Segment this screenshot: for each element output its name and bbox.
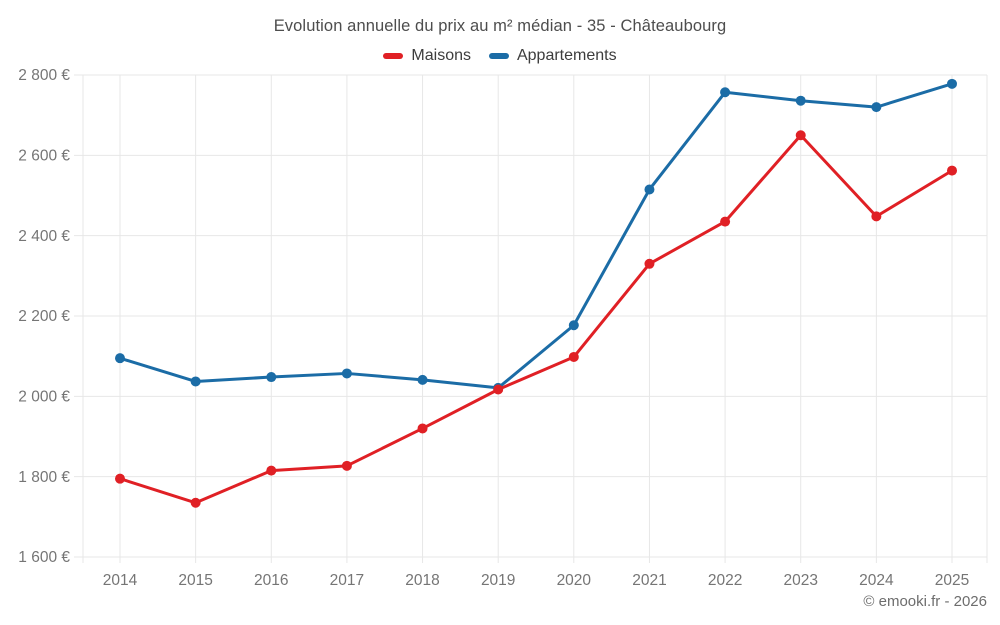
appartements-legend-marker (488, 53, 509, 59)
y-axis-label: 2 000 € (18, 389, 70, 406)
copyright-text: © emooki.fr - 2026 (863, 593, 987, 610)
data-point (190, 376, 201, 387)
y-axis-label: 2 600 € (18, 148, 70, 165)
y-axis-label: 1 600 € (18, 549, 70, 566)
x-axis-label: 2025 (935, 572, 969, 589)
series-appartements (115, 78, 957, 393)
data-point (947, 165, 957, 176)
series-maisons (115, 130, 957, 508)
data-point (417, 423, 428, 434)
data-point (266, 465, 277, 476)
data-point (115, 473, 125, 484)
legend-item-appartements: Appartements (488, 47, 617, 65)
data-point (720, 87, 731, 98)
x-axis-label: 2014 (103, 572, 138, 589)
y-axis-label: 2 400 € (18, 228, 70, 245)
x-axis-label: 2018 (405, 572, 439, 589)
x-axis-label: 2020 (557, 572, 592, 589)
data-point (341, 460, 352, 471)
y-axis-label: 1 800 € (18, 469, 70, 486)
data-point (341, 368, 352, 379)
series-line (118, 82, 954, 390)
x-axis-label: 2024 (859, 572, 894, 589)
data-point (871, 211, 882, 222)
x-axis-label: 2023 (783, 572, 817, 589)
x-axis-label: 2022 (708, 572, 742, 589)
x-axis-label: 2017 (330, 572, 364, 589)
y-axis-label: 2 800 € (18, 67, 70, 84)
data-point (190, 497, 201, 508)
appartements-legend-label: Appartements (516, 47, 617, 64)
data-point (720, 216, 731, 227)
data-point (947, 78, 957, 89)
data-point (115, 353, 125, 364)
data-point (568, 351, 579, 362)
x-axis-label: 2016 (254, 572, 288, 589)
data-point (266, 372, 277, 383)
x-axis-label: 2019 (481, 572, 515, 589)
x-axis-label: 2021 (632, 572, 666, 589)
data-point (795, 130, 806, 141)
data-point (795, 95, 806, 106)
data-point (871, 102, 882, 113)
x-axis-label: 2015 (178, 572, 212, 589)
chart-title: Evolution annuelle du prix au m² médian … (273, 17, 727, 35)
data-point (417, 374, 428, 385)
data-point (493, 384, 504, 395)
maisons-legend-label: Maisons (411, 47, 471, 64)
data-point (644, 184, 655, 195)
data-point (568, 320, 579, 331)
y-axis-label: 2 200 € (18, 308, 70, 325)
legend-item-maisons: Maisons (383, 47, 471, 65)
maisons-legend-marker (383, 53, 404, 59)
chart-legend: Maisons Appartements (0, 47, 1000, 65)
data-point (644, 258, 655, 269)
series-line (118, 133, 954, 505)
